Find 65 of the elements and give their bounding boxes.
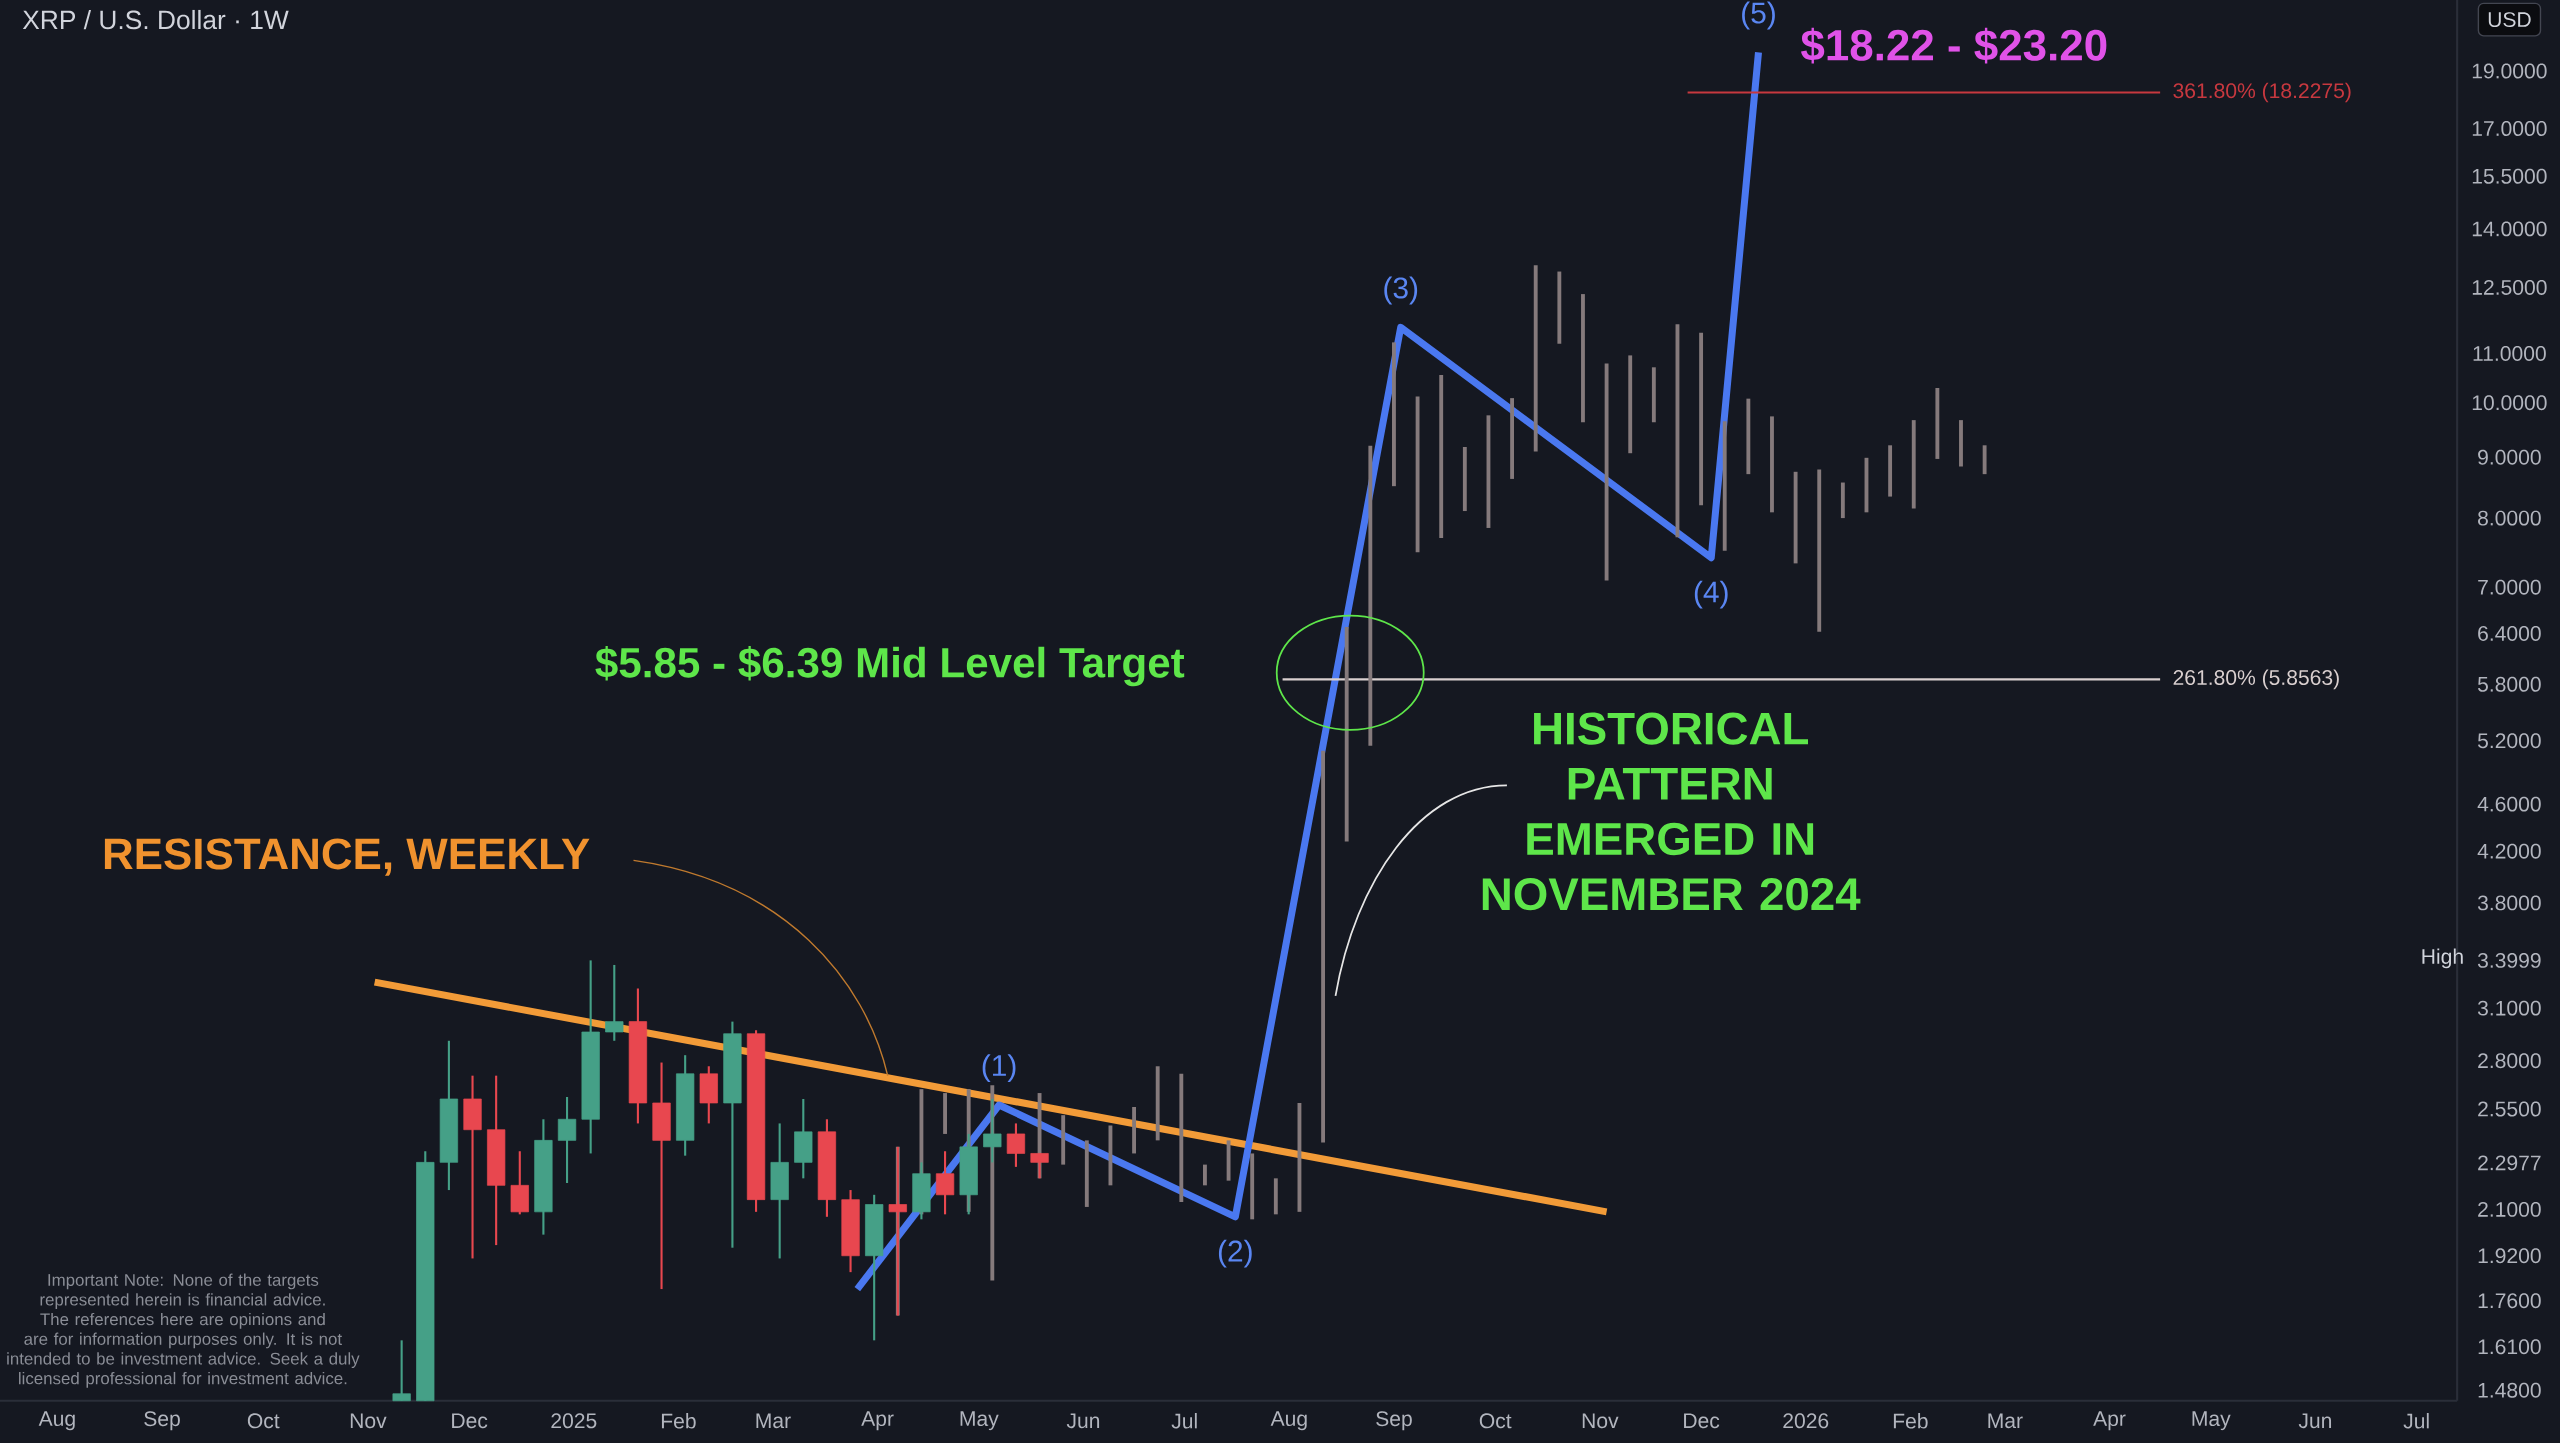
y-tick-label: 10.0000 (2472, 395, 2547, 411)
annotation: (5) (1742, 1, 1775, 30)
y-tick-label: 1.4800 (2478, 1382, 2541, 1398)
x-tick-label: Jun (1066, 1413, 1100, 1429)
y-tick-label: 3.1000 (2477, 1000, 2541, 1016)
y-tick-label: 12.5000 (2472, 279, 2547, 295)
annotation: $5.85 - $6.39 Mid Level Target (595, 645, 1185, 687)
annotation: HISTORICAL PATTERN EMERGED IN NOVEMBER 2024 (1482, 712, 1861, 911)
y-tick-label: 4.2000 (2477, 843, 2541, 859)
x-tick-label: Nov (350, 1413, 387, 1429)
x-tick-label: Feb (661, 1413, 696, 1429)
x-tick-label: Feb (1893, 1413, 1928, 1429)
x-tick-label: 2026 (1783, 1413, 1829, 1429)
y-tick-label: 1.6100 (2478, 1339, 2541, 1355)
y-tick-label: 3.8000 (2477, 895, 2541, 911)
x-tick-label: Mar (756, 1413, 791, 1429)
x-tick-label: Apr (861, 1411, 894, 1431)
x-tick-label: Jun (2298, 1413, 2332, 1429)
y-tick-label: 17.0000 (2472, 121, 2547, 137)
chart-title: XRP / U.S. Dollar · 1W (22, 9, 289, 30)
x-tick-label: 2025 (551, 1413, 597, 1429)
y-tick-label: 8.0000 (2478, 510, 2541, 526)
y-tick-label: 14.0000 (2472, 221, 2547, 237)
annotation: $18.22 - $23.20 (1801, 27, 2107, 64)
y-tick-label: 6.4000 (2478, 626, 2541, 641)
y-tick-label: 3.3999 (2477, 952, 2541, 968)
x-tick-label: Mar (1988, 1413, 2023, 1429)
text: USD (2488, 12, 2531, 28)
x-tick-label: Oct (247, 1413, 280, 1429)
annotation: (3) (1384, 276, 1418, 305)
x-tick-label: Apr (2093, 1411, 2126, 1431)
y-tick-label: 2.5500 (2478, 1101, 2541, 1117)
x-tick-label: May (2192, 1411, 2231, 1431)
x-tick-label: Jul (1171, 1413, 1197, 1429)
x-tick-label: Nov (1582, 1413, 1619, 1429)
y-tick-label: 2.8000 (2478, 1053, 2541, 1069)
x-tick-label: Dec (452, 1413, 488, 1429)
x-tick-label: Oct (1479, 1413, 1512, 1429)
annotation: High (2422, 948, 2463, 969)
x-tick-label: Sep (144, 1411, 180, 1431)
series-label: 361.80% (18.2275) (2173, 82, 2351, 103)
x-tick-label: Sep (1376, 1411, 1412, 1431)
annotation: RESISTANCE, WEEKLY (104, 838, 590, 876)
y-tick-label: 5.8000 (2477, 676, 2541, 692)
y-tick-label: 19.0000 (2472, 63, 2547, 79)
y-tick-label: 15.5000 (2472, 168, 2547, 184)
annotation: (4) (1694, 580, 1728, 609)
x-tick-label: Aug (38, 1411, 75, 1431)
y-tick-label: 1.9200 (2478, 1248, 2541, 1264)
series-label: 261.80% (5.8563) (2173, 669, 2339, 690)
y-tick-label: 4.6000 (2477, 796, 2541, 812)
annotation: Important Note: None of the targets represented herein is financial advice. The references here are opinions and are for information purposes only. It is not intended to be investment advice. Seek a duly licensed professional for investment advice. (7, 1273, 360, 1388)
y-tick-label: 7.0000 (2478, 579, 2541, 595)
x-tick-label: Dec (1684, 1413, 1720, 1429)
annotation: (2) (1218, 1239, 1252, 1268)
y-tick-label: 2.2977 (2478, 1155, 2541, 1171)
y-tick-label: 11.0000 (2473, 346, 2546, 361)
x-tick-label: Aug (1270, 1411, 1307, 1431)
annotation: (1) (982, 1054, 1016, 1083)
y-tick-label: 2.1000 (2478, 1201, 2541, 1217)
y-tick-label: 5.2000 (2477, 733, 2541, 749)
x-tick-label: Jul (2403, 1413, 2429, 1429)
y-tick-label: 1.7600 (2478, 1293, 2541, 1309)
x-tick-label: May (960, 1411, 999, 1431)
y-tick-label: 9.0000 (2478, 449, 2541, 465)
